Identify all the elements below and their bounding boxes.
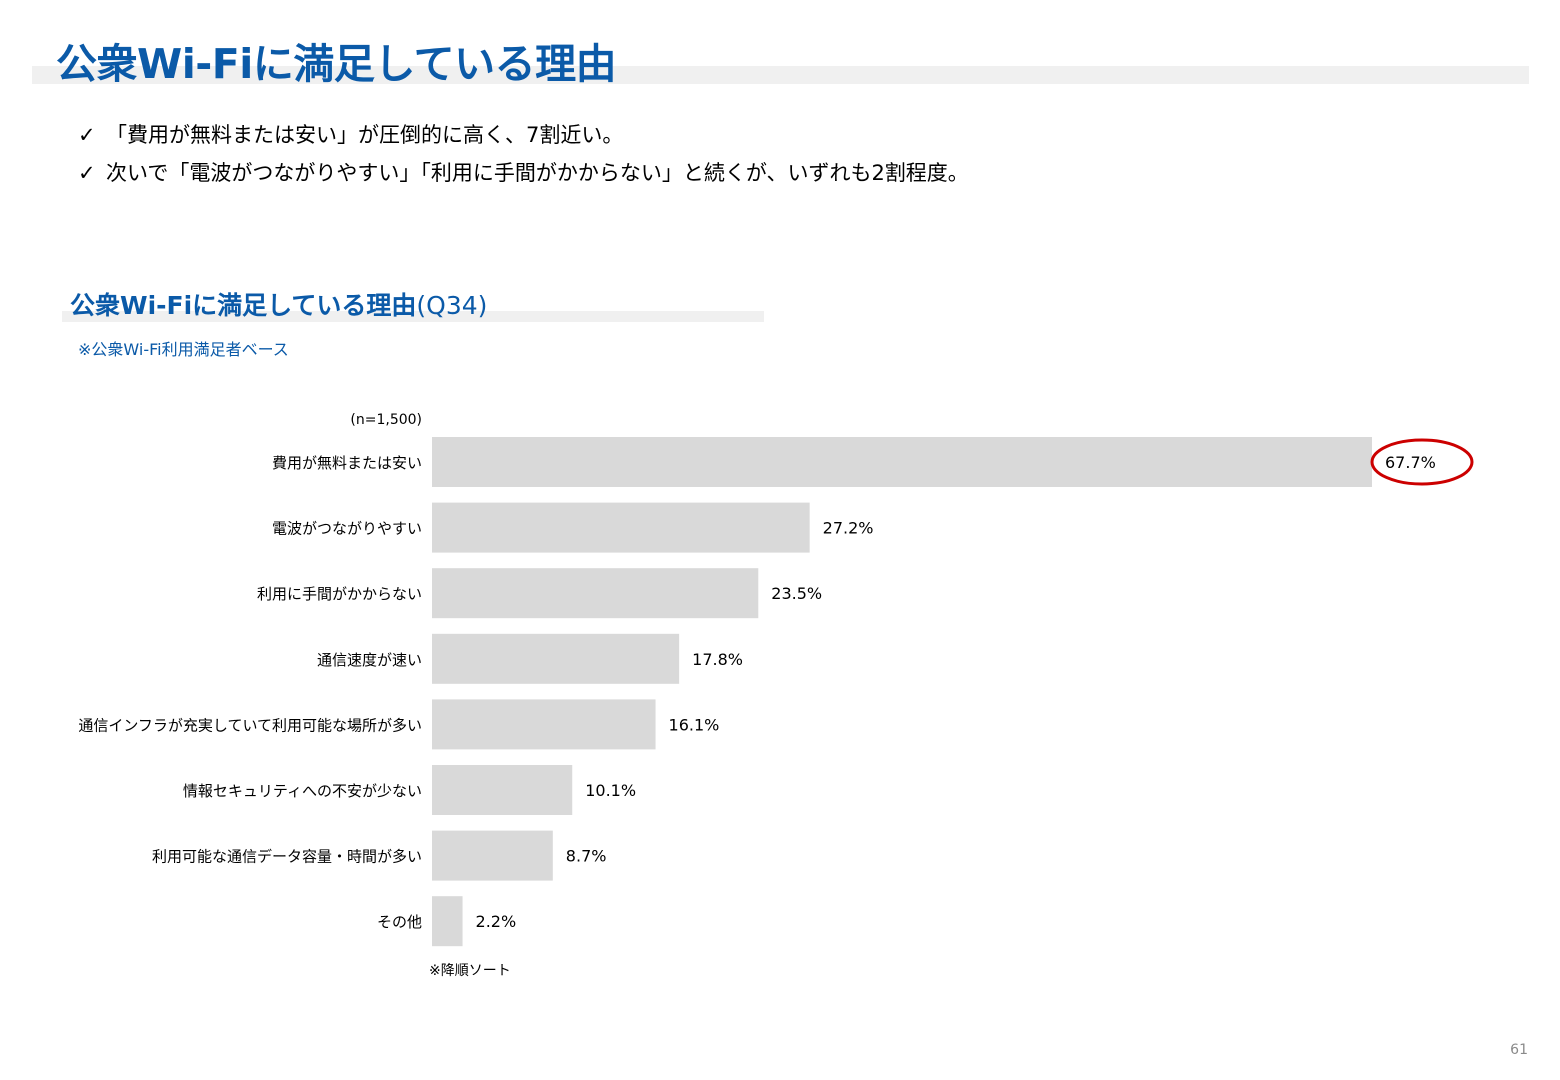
value-label: 17.8% xyxy=(692,650,743,669)
sample-size-label: (n=1,500) xyxy=(350,412,422,428)
value-label: 2.2% xyxy=(476,912,517,931)
page-title: 公衆Wi-Fiに満足している理由 xyxy=(56,40,617,88)
category-label: その他 xyxy=(377,913,422,931)
bar xyxy=(432,568,759,619)
checkmark-icon: ✓ xyxy=(78,123,96,147)
bar xyxy=(432,699,656,750)
bar xyxy=(432,633,680,684)
page-number: 61 xyxy=(1510,1042,1528,1058)
chart-title-underline-band xyxy=(62,311,764,322)
bar xyxy=(432,896,463,947)
category-label: 利用可能な通信データ容量・時間が多い xyxy=(152,848,422,866)
chart-question-code: (Q34) xyxy=(416,291,488,320)
category-label: 費用が無料または安い xyxy=(272,454,422,472)
chart-subtitle: ※公衆Wi-Fi利用満足者ベース xyxy=(78,340,289,359)
value-label: 10.1% xyxy=(585,781,636,800)
value-label: 67.7% xyxy=(1385,453,1436,472)
sort-footnote: ※降順ソート xyxy=(429,963,511,979)
bar xyxy=(432,437,1372,487)
value-label: 23.5% xyxy=(771,584,822,603)
checkmark-icon: ✓ xyxy=(78,161,96,185)
category-label: 通信速度が速い xyxy=(317,651,422,669)
value-label: 16.1% xyxy=(669,715,720,734)
category-label: 情報セキュリティへの不安が少ない xyxy=(183,782,422,800)
bullet-text: 次いで「電波がつながりやすい」「利用に手間がかからない」と続くが、いずれも2割程… xyxy=(106,161,969,185)
category-label: 通信インフラが充実していて利用可能な場所が多い xyxy=(78,716,422,734)
bullet-item: ✓ 次いで「電波がつながりやすい」「利用に手間がかからない」と続くが、いずれも2… xyxy=(78,154,969,192)
summary-bullets: ✓ 「費用が無料または安い」が圧倒的に高く、7割近い。 ✓ 次いで「電波がつなが… xyxy=(78,116,969,192)
bullet-text: 「費用が無料または安い」が圧倒的に高く、7割近い。 xyxy=(106,123,624,147)
bar xyxy=(432,765,573,815)
chart-title: 公衆Wi-Fiに満足している理由(Q34) xyxy=(70,286,487,322)
value-label: 8.7% xyxy=(566,847,607,866)
bar xyxy=(432,502,810,553)
title-underline-band xyxy=(32,66,1529,84)
category-label: 利用に手間がかからない xyxy=(257,585,422,603)
bar xyxy=(432,830,553,881)
value-label: 27.2% xyxy=(823,519,874,538)
chart-title-main: 公衆Wi-Fiに満足している理由 xyxy=(70,291,417,320)
bullet-item: ✓ 「費用が無料または安い」が圧倒的に高く、7割近い。 xyxy=(78,116,969,154)
highlight-circle xyxy=(1370,438,1474,486)
category-label: 電波がつながりやすい xyxy=(272,520,422,538)
